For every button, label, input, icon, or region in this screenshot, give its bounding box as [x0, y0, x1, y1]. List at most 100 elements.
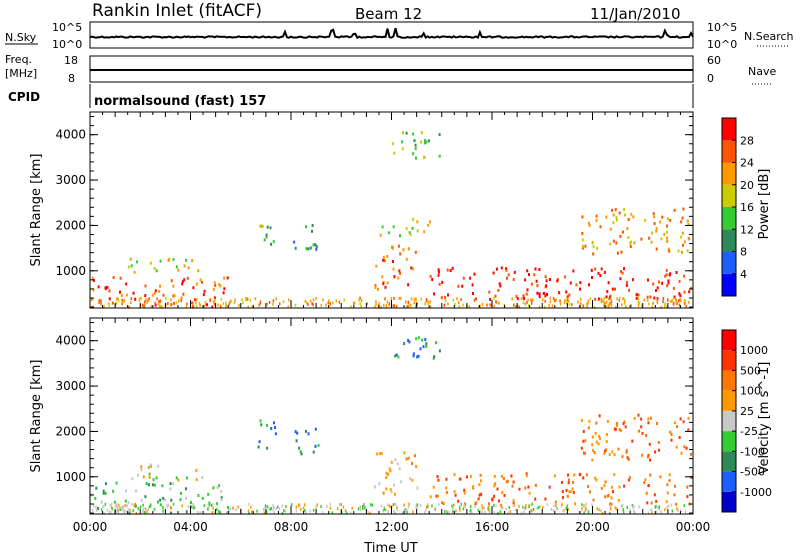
- range-cell: [587, 484, 590, 488]
- range-cell: [220, 498, 223, 502]
- range-cell: [218, 510, 220, 513]
- range-cell: [416, 505, 419, 509]
- range-cell: [220, 496, 223, 500]
- range-cell: [407, 304, 409, 308]
- range-cell: [606, 290, 609, 294]
- range-cell: [192, 286, 195, 290]
- range-cell: [487, 506, 489, 510]
- range-cell: [185, 305, 188, 309]
- range-cell: [111, 301, 114, 305]
- range-cell: [459, 508, 461, 512]
- range-cell: [254, 297, 257, 301]
- range-cell: [582, 439, 585, 443]
- range-cell: [489, 508, 491, 512]
- range-cell: [379, 452, 382, 456]
- range-cell: [479, 479, 482, 483]
- range-cell: [391, 142, 394, 146]
- range-cell: [383, 507, 385, 511]
- range-cell: [661, 281, 664, 285]
- range-cell: [414, 250, 417, 254]
- range-cell: [403, 503, 405, 507]
- range-cell: [113, 500, 116, 504]
- range-cell: [585, 506, 587, 510]
- range-cell: [667, 217, 669, 221]
- range-cell: [170, 279, 173, 283]
- range-cell: [151, 293, 154, 297]
- range-cell: [175, 301, 178, 305]
- range-cell: [415, 297, 417, 301]
- range-cell: [385, 476, 388, 480]
- range-cell: [315, 505, 317, 509]
- range-cell: [380, 504, 383, 508]
- range-cell: [683, 274, 686, 278]
- range-cell: [494, 294, 497, 298]
- range-cell: [525, 292, 528, 296]
- range-cell: [496, 300, 498, 304]
- range-cell: [274, 426, 276, 429]
- range-cell: [141, 303, 144, 307]
- range-cell: [499, 284, 502, 288]
- range-cell: [393, 304, 395, 308]
- range-cell: [229, 300, 231, 304]
- range-cell: [130, 297, 133, 301]
- range-cell: [182, 292, 185, 296]
- range-cell: [403, 451, 406, 455]
- range-cell: [375, 300, 377, 303]
- range-cell: [544, 497, 547, 501]
- range-cell: [421, 338, 424, 342]
- station-title: Rankin Inlet (fitACF): [92, 1, 262, 21]
- range-cell: [513, 303, 515, 307]
- range-cell: [555, 298, 557, 302]
- range-cell: [209, 298, 211, 302]
- range-cell: [212, 506, 214, 510]
- range-cell: [676, 507, 678, 511]
- range-cell: [154, 301, 156, 305]
- range-cell: [354, 301, 356, 305]
- colorbar-tick-label: 8: [740, 246, 747, 259]
- range-cell: [618, 485, 621, 489]
- cpid-label: CPID: [8, 90, 40, 104]
- range-cell: [542, 291, 545, 295]
- range-cell: [265, 235, 268, 239]
- range-cell: [533, 273, 536, 277]
- range-cell: [518, 305, 520, 309]
- range-cell: [162, 293, 165, 297]
- range-cell: [237, 505, 239, 509]
- colorbar-tick-label: -1000: [740, 486, 772, 499]
- range-cell: [332, 301, 334, 305]
- range-cell: [566, 507, 568, 511]
- range-cell: [592, 245, 595, 249]
- range-cell: [647, 278, 649, 282]
- range-cell: [463, 488, 466, 492]
- range-cell: [177, 268, 180, 272]
- range-cell: [190, 505, 193, 509]
- range-cell: [269, 226, 272, 230]
- range-cell: [148, 297, 150, 301]
- range-cell: [561, 480, 563, 484]
- range-cell: [619, 277, 622, 281]
- range-cell: [544, 275, 547, 279]
- range-cell: [114, 504, 117, 508]
- y-tick-label: 1000: [55, 264, 86, 278]
- range-cell: [566, 504, 568, 508]
- range-cell: [666, 236, 668, 240]
- range-cell: [478, 483, 481, 487]
- range-cell: [652, 301, 654, 305]
- range-cell: [677, 249, 680, 253]
- range-cell: [544, 294, 547, 298]
- range-cell: [460, 298, 462, 301]
- range-cell: [125, 293, 128, 297]
- range-cell: [558, 291, 561, 295]
- range-cell: [135, 511, 137, 515]
- range-cell: [574, 502, 577, 506]
- range-cell: [339, 503, 342, 507]
- range-cell: [493, 494, 495, 498]
- range-cell: [128, 305, 130, 309]
- range-cell: [94, 497, 97, 500]
- range-cell: [575, 283, 578, 287]
- range-cell: [668, 273, 671, 277]
- range-cell: [382, 491, 385, 495]
- range-cell: [532, 507, 535, 511]
- range-cell: [97, 507, 100, 511]
- range-cell: [132, 291, 135, 295]
